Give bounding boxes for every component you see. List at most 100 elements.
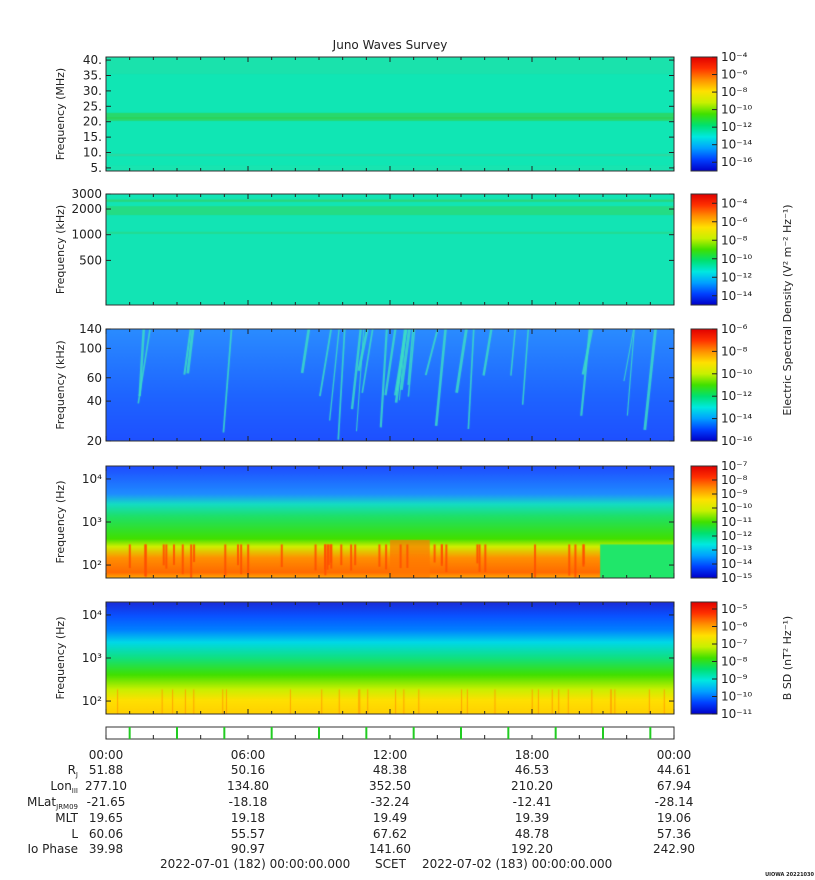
y-tick-label: 60 [87,371,102,385]
colorbar-tick-label: 10⁻¹² [721,529,752,543]
colorbar-tick-label: 10⁻⁹ [721,487,748,501]
ephemeris-value: 134.80 [227,779,269,793]
b-colorbar-label: B SD (nT² Hz⁻¹) [781,616,794,700]
y-axis-label: Frequency (MHz) [54,68,67,160]
y-tick-label: 500 [79,253,102,267]
y-axis-label: Frequency (kHz) [54,340,67,429]
ephemeris-value: 90.97 [231,842,265,856]
ephemeris-value: 39.98 [89,842,123,856]
colorbar [691,329,717,441]
y-tick-label: 20. [83,115,102,129]
time-label: 00:00 [89,748,124,762]
y-tick-label: 10. [83,146,102,160]
ephemeris-value: 51.88 [89,763,123,777]
spectrogram-image [106,466,674,578]
ephemeris-row-label: Io Phase [27,842,78,856]
ephemeris-value: 19.39 [515,811,549,825]
colorbar-tick-label: 10⁻¹⁰ [721,252,752,266]
ephemeris-value: 60.06 [89,827,123,841]
y-tick-label: 10⁴ [82,472,102,486]
ephemeris-value: 67.94 [657,779,691,793]
colorbar-tick-label: 10⁻¹² [721,120,752,134]
ephemeris-row-label: RJ [68,763,78,779]
spectrogram-image [106,329,674,441]
ephemeris-value: -21.65 [87,795,126,809]
y-tick-label: 140 [79,322,102,336]
ephemeris-value: 19.18 [231,811,265,825]
y-tick-label: 10⁴ [82,608,102,622]
colorbar-tick-label: 10⁻¹⁴ [721,557,752,571]
colorbar-tick-label: 10⁻¹¹ [721,707,752,721]
colorbar [691,57,717,171]
time-label: 18:00 [515,748,550,762]
ephemeris-value: 141.60 [369,842,411,856]
colorbar-tick-label: 10⁻¹⁶ [721,155,752,169]
panel-lfr-e: 10² 10³ 10⁴ Frequency (Hz) 10⁻⁷10⁻⁸10⁻⁹10⁻¹⁰… [54,459,752,585]
colorbar-tick-label: 10⁻⁶ [721,322,748,336]
colorbar-tick-label: 10⁻⁸ [721,655,748,669]
colorbar-tick-label: 10⁻⁹ [721,672,748,686]
y-tick-label: 10² [82,558,102,572]
colorbar-tick-label: 10⁻¹⁵ [721,571,752,585]
figure-title: Juno Waves Survey [332,38,448,52]
colorbar-tick-label: 10⁻¹⁰ [721,103,752,117]
y-tick-label: 40. [83,53,102,67]
ephemeris-value: 352.50 [369,779,411,793]
y-tick-label: 5. [91,161,102,175]
colorbar-tick-label: 10⁻⁸ [721,473,748,487]
ephemeris-value: 19.49 [373,811,407,825]
panel-lfr-high: 20 40 60 100 140 Frequency (kHz) 10⁻⁶ 10⁻⁸ 10⁻¹⁰… [54,322,752,448]
colorbar-tick-label: 10⁻⁵ [721,602,748,616]
colorbar-tick-label: 10⁻⁶ [721,620,748,634]
colorbar-tick-label: 10⁻¹⁶ [721,434,752,448]
y-tick-label: 25. [83,99,102,113]
event-marker-strip [105,726,675,740]
y-tick-label: 30. [83,84,102,98]
ephemeris-value: 57.36 [657,827,691,841]
footer-scet-label: SCET [375,857,407,871]
ephemeris-value: 48.38 [373,763,407,777]
colorbar-tick-label: 10⁻⁶ [721,68,748,82]
y-tick-label: 1000 [71,228,102,242]
ephemeris-value: -28.14 [655,795,694,809]
colorbar-tick-label: 10⁻¹⁰ [721,690,752,704]
y-axis-label: Frequency (kHz) [54,205,67,294]
y-tick-label: 40 [87,394,102,408]
colorbar-tick-label: 10⁻⁷ [721,459,748,473]
ephemeris-value: 19.06 [657,811,691,825]
colorbar [691,602,717,714]
y-tick-label: 20 [87,434,102,448]
footer-end-time: 2022-07-02 (183) 00:00:00.000 [422,857,612,871]
ephemeris-value: 46.53 [515,763,549,777]
ephemeris-row-label: MLT [55,811,78,825]
y-axis-label: Frequency (Hz) [54,481,67,564]
ephemeris-value: 67.62 [373,827,407,841]
ephemeris-value: -12.41 [513,795,552,809]
panel-lfr-b: 10² 10³ 10⁴ Frequency (Hz) 10⁻⁵ 10⁻⁶ 10⁻⁷ 10⁻⁸ 1… [54,601,752,721]
colorbar-frame [690,601,718,715]
colorbar-tick-label: 10⁻¹² [721,270,752,284]
colorbar-frame [690,193,718,306]
colorbar [691,194,717,305]
colorbar-tick-label: 10⁻⁷ [721,637,748,651]
time-label: 00:00 [657,748,692,762]
colorbar-tick-label: 10⁻⁴ [721,50,748,64]
spectrogram-image [106,57,674,171]
ephemeris-value: 48.78 [515,827,549,841]
y-tick-label: 2000 [71,202,102,216]
colorbar-tick-label: 10⁻¹⁴ [721,138,752,152]
colorbar-tick-label: 10⁻¹⁰ [721,501,752,515]
colorbar-tick-label: 10⁻⁸ [721,344,748,358]
colorbar-tick-label: 10⁻¹³ [721,543,752,557]
ephemeris-value: 55.57 [231,827,265,841]
ephemeris-value: -32.24 [371,795,410,809]
colorbar-tick-label: 10⁻¹⁰ [721,367,752,381]
ephemeris-value: 192.20 [511,842,553,856]
ephemeris-value: 19.65 [89,811,123,825]
spectrogram-image [106,602,674,714]
y-tick-label: 3000 [71,187,102,201]
colorbar-tick-label: 10⁻⁴ [721,196,748,210]
footer-start-time: 2022-07-01 (182) 00:00:00.000 [160,857,350,871]
